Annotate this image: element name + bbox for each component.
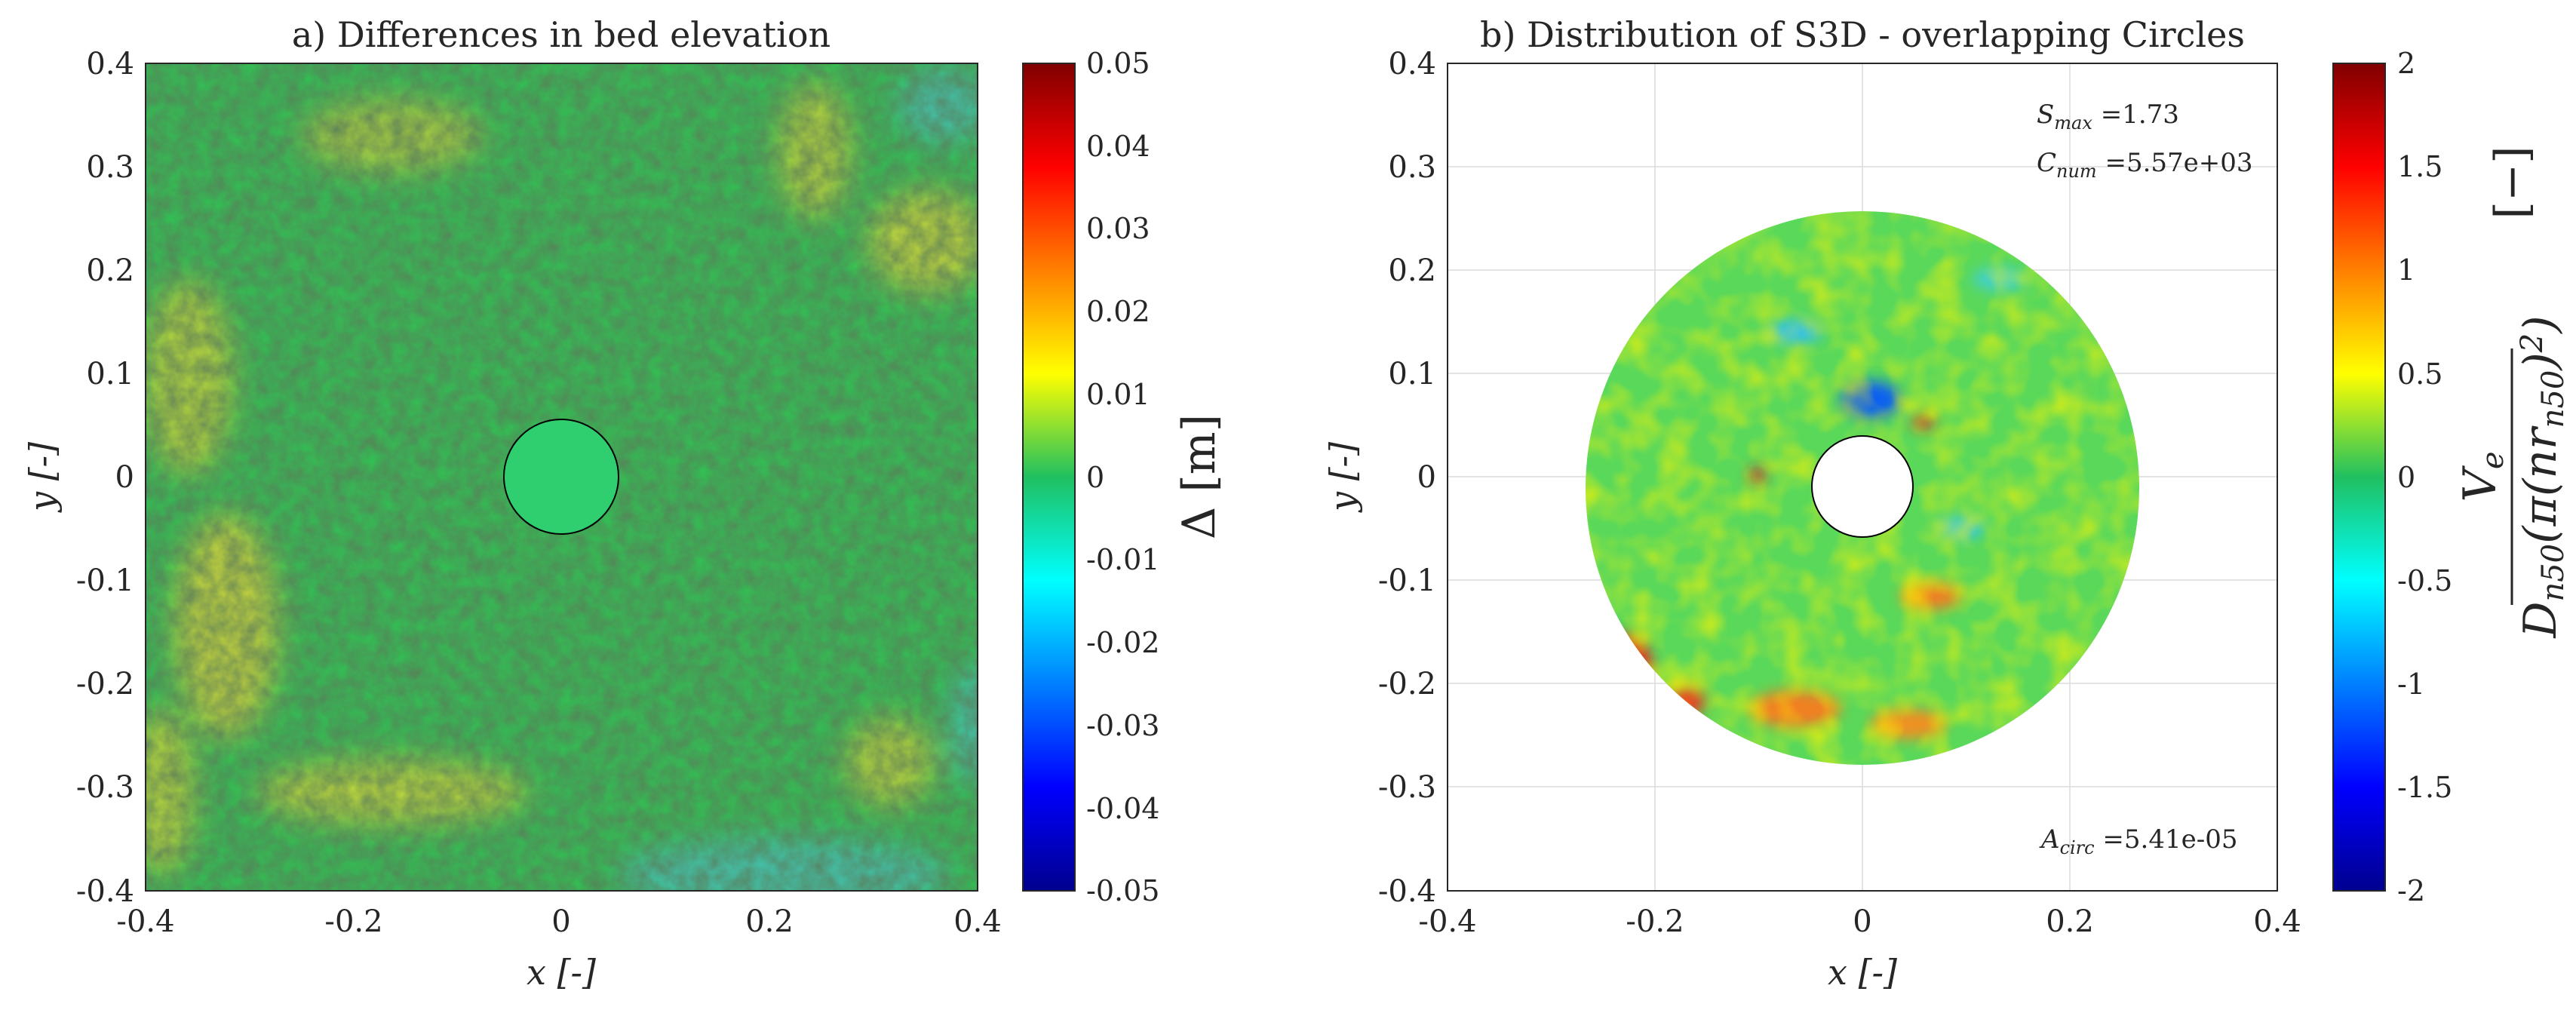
- panel-a-pile: [503, 419, 619, 535]
- panel-a-cbtick: 0.03: [1086, 212, 1150, 245]
- panel-a-xtick: -0.2: [324, 904, 382, 939]
- panel-a-cbtick: -0.04: [1086, 792, 1159, 825]
- panel-a-colorbar-gradient: [1022, 63, 1076, 892]
- panel-b-ylabel: y [-]: [1322, 442, 1363, 513]
- panel-b-ytick: 0.1: [1388, 357, 1436, 391]
- panel-b-colorbar-gradient: [2332, 63, 2386, 892]
- panel-a-ytick: -0.2: [76, 667, 134, 701]
- panel-a: a) Differences in bed elevation -0.4: [22, 14, 1226, 993]
- panel-b-ytick: -0.4: [1378, 874, 1436, 909]
- acirc-annotation: Acirc =5.41e-05: [2039, 824, 2237, 858]
- panel-a-ylabel: y [-]: [22, 442, 63, 513]
- panel-b-cbtick: 0.5: [2397, 358, 2442, 391]
- panel-a-ytick: 0.3: [86, 150, 134, 185]
- panel-b-xtick: -0.4: [1418, 904, 1476, 939]
- panel-a-ytick: 0.2: [86, 253, 134, 288]
- panel-b-annotations: Smax =1.73 Cnum =5.57e+03 Acirc =5.41e-0…: [2037, 100, 2253, 858]
- panel-b-cbtick: 1.5: [2397, 150, 2442, 183]
- panel-b-x-ticks: -0.4 -0.2 0 0.2 0.4: [1418, 904, 2301, 939]
- panel-a-ytick: 0.4: [86, 47, 134, 81]
- panel-b-xtick: 0.4: [2253, 904, 2301, 939]
- panel-a-cbtick: -0.01: [1086, 543, 1159, 576]
- panel-b-ytick: -0.1: [1378, 563, 1436, 598]
- panel-b-ring-field: [1586, 211, 2139, 765]
- cb-label-denominator: Dn50(π(nrn50)2): [2514, 315, 2571, 638]
- panel-b-title: b) Distribution of S3D - overlapping Cir…: [1480, 14, 2245, 55]
- cnum-annotation: Cnum =5.57e+03: [2037, 148, 2253, 182]
- panel-a-x-ticks: -0.4 -0.2 0 0.2 0.4: [116, 904, 1001, 939]
- panel-a-cbtick: 0.02: [1086, 295, 1150, 328]
- panel-a-cbtick: -0.02: [1086, 626, 1159, 659]
- panel-b: b) Distribution of S3D - overlapping Cir…: [1322, 14, 2571, 993]
- panel-b-colorbar-label: Ve Dn50(π(nrn50)2) [−]: [2454, 146, 2571, 638]
- panel-b-cbtick: 0: [2397, 461, 2415, 494]
- panel-b-xtick: -0.2: [1626, 904, 1684, 939]
- panel-b-cbtick: -1: [2397, 668, 2425, 701]
- panel-b-cbtick: -2: [2397, 874, 2425, 907]
- panel-b-y-ticks: 0.4 0.3 0.2 0.1 0 -0.1 -0.2 -0.3 -0.4: [1378, 47, 1436, 909]
- panel-b-cbtick: -0.5: [2397, 564, 2452, 597]
- panel-a-ytick: -0.4: [76, 874, 134, 909]
- panel-a-y-ticks: 0.4 0.3 0.2 0.1 0 -0.1 -0.2 -0.3 -0.4: [76, 47, 134, 909]
- panel-a-cbtick: 0.04: [1086, 130, 1150, 163]
- panel-b-colorbar: 2 1.5 1 0.5 0 -0.5 -1 -1.5 -2 Ve Dn50(π(…: [2332, 47, 2571, 907]
- panel-a-xlabel: x [-]: [527, 952, 596, 993]
- panel-a-title: a) Differences in bed elevation: [292, 14, 831, 55]
- panel-b-ytick: -0.2: [1378, 667, 1436, 701]
- panel-a-cbtick: 0.05: [1086, 47, 1150, 80]
- panel-b-ytick: 0.4: [1388, 47, 1436, 81]
- cb-num-e: e: [2476, 451, 2510, 469]
- panel-a-ytick: 0.1: [86, 357, 134, 391]
- panel-a-cbtick: 0: [1086, 461, 1104, 494]
- smax-annotation: Smax =1.73: [2037, 100, 2179, 134]
- cb-label-numerator: Ve: [2454, 451, 2510, 502]
- panel-b-ytick: 0.2: [1388, 253, 1436, 288]
- panel-a-cbtick: 0.01: [1086, 378, 1150, 411]
- panel-a-ytick: 0: [115, 460, 134, 495]
- panel-b-axes-box: [1447, 63, 2278, 892]
- panel-a-axes-box: [145, 63, 978, 892]
- panel-a-xtick: 0: [551, 904, 570, 939]
- panel-a-cbtick: -0.03: [1086, 709, 1159, 742]
- panel-b-xtick: 0: [1853, 904, 1871, 939]
- panel-a-cbtick: -0.05: [1086, 874, 1159, 907]
- panel-a-colorbar: 0.05 0.04 0.03 0.02 0.01 0 -0.01 -0.02 -…: [1022, 47, 1226, 907]
- panel-b-ytick: 0: [1417, 460, 1436, 495]
- panel-b-cbtick: -1.5: [2397, 771, 2452, 804]
- panel-a-plot: [146, 63, 978, 891]
- panel-a-ytick: -0.1: [76, 563, 134, 598]
- panel-b-pile-hole: [1811, 435, 1914, 538]
- panel-b-xlabel: x [-]: [1828, 952, 1897, 993]
- panel-b-ytick: -0.3: [1378, 770, 1436, 805]
- panel-b-ytick: 0.3: [1388, 150, 1436, 185]
- cb-num-v: V: [2454, 465, 2507, 502]
- panel-b-xtick: 0.2: [2046, 904, 2094, 939]
- panel-a-xtick: 0.2: [745, 904, 794, 939]
- cb-label-units: [−]: [2485, 146, 2538, 219]
- panel-a-colorbar-label: Δ [m]: [1173, 414, 1226, 539]
- panel-b-cbtick: 1: [2397, 253, 2415, 287]
- panel-a-ytick: -0.3: [76, 770, 134, 805]
- panel-a-xtick: 0.4: [953, 904, 1002, 939]
- panel-a-xtick: -0.4: [116, 904, 174, 939]
- panel-b-cbtick: 2: [2397, 47, 2415, 80]
